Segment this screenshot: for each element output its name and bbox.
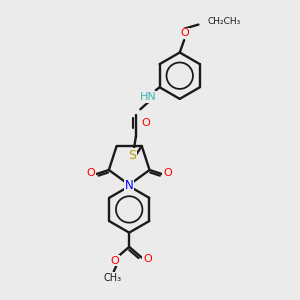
Text: O: O (163, 167, 172, 178)
Text: S: S (128, 148, 136, 162)
Text: N: N (125, 179, 134, 192)
Text: CH₃: CH₃ (103, 272, 121, 283)
Text: CH₂CH₃: CH₂CH₃ (208, 17, 241, 26)
Text: O: O (180, 28, 189, 38)
Text: O: O (111, 256, 120, 266)
Text: O: O (143, 254, 152, 264)
Text: HN: HN (140, 92, 157, 102)
Text: O: O (141, 118, 150, 128)
Text: O: O (87, 167, 95, 178)
